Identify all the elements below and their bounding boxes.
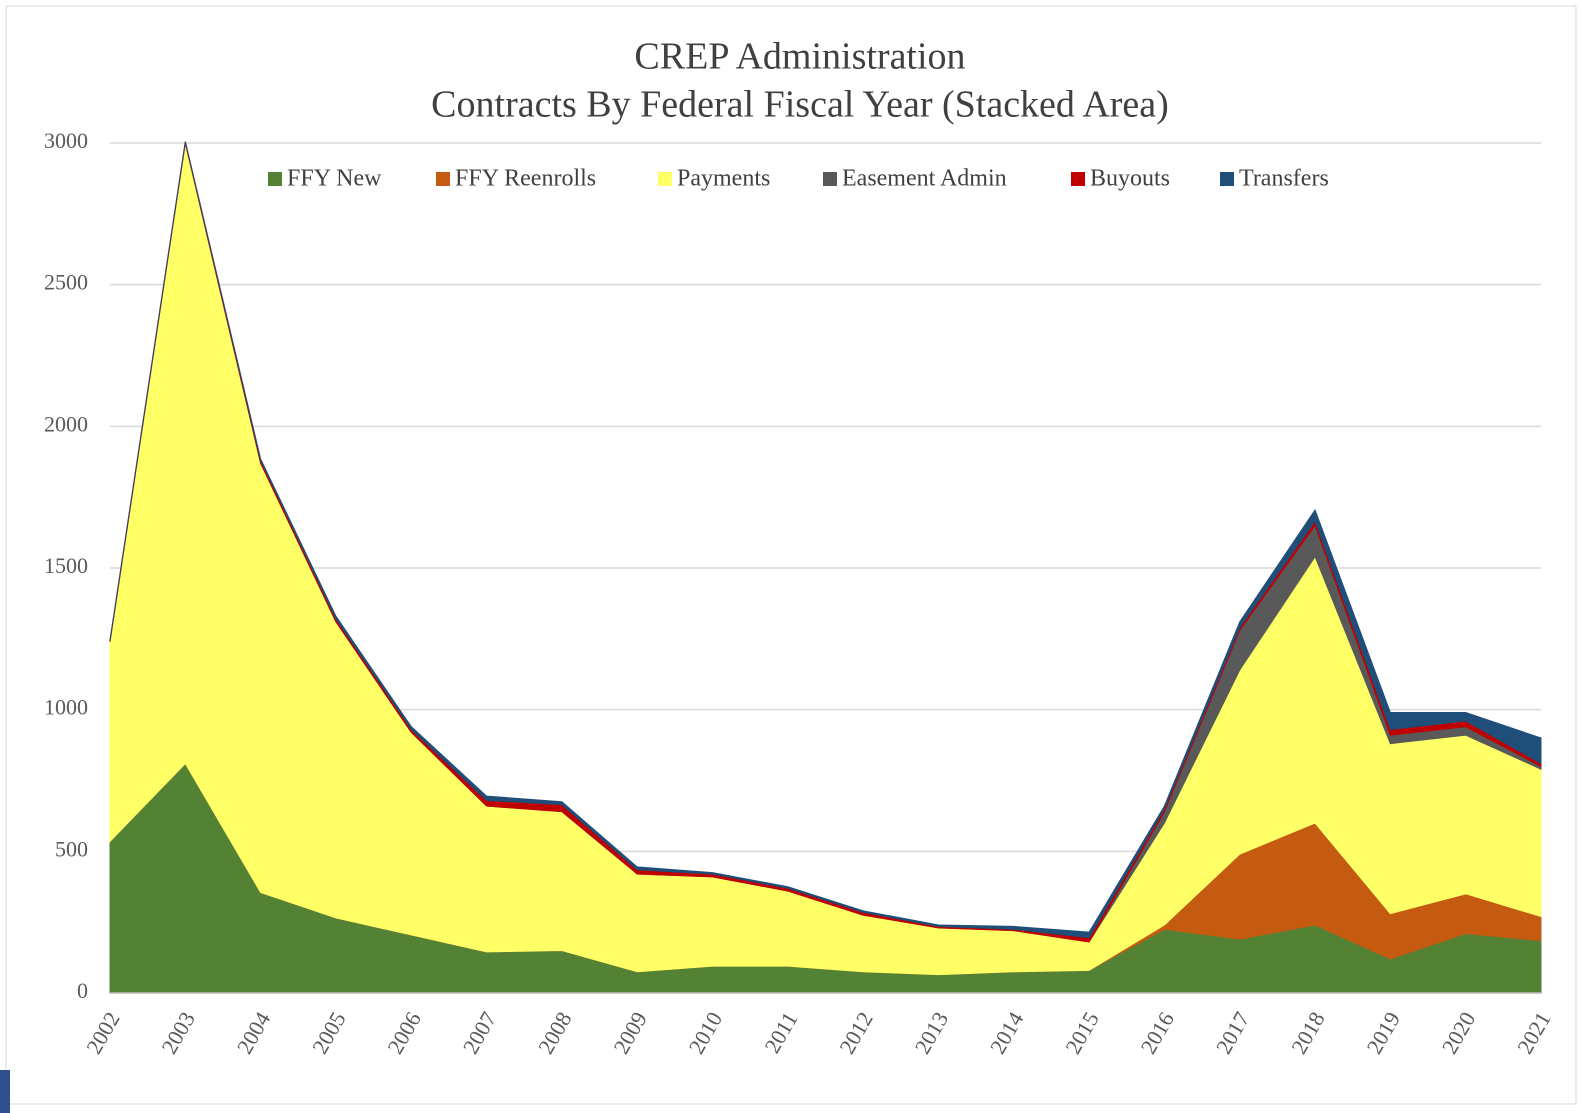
- legend-label: FFY Reenrolls: [455, 166, 596, 192]
- y-tick-label: 1500: [44, 553, 88, 578]
- legend-swatch: [1071, 172, 1085, 186]
- y-tick-label: 0: [77, 978, 88, 1003]
- legend-label: Buyouts: [1090, 166, 1170, 192]
- area: [109, 141, 1542, 939]
- legend-label: Transfers: [1239, 166, 1329, 192]
- y-tick-label: 2000: [44, 411, 88, 436]
- legend-swatch: [1220, 172, 1234, 186]
- legend-label: FFY New: [287, 166, 382, 192]
- y-tick-label: 2500: [44, 270, 88, 295]
- legend-label: Easement Admin: [842, 166, 1007, 192]
- y-tick-label: 500: [55, 836, 88, 861]
- chart-subtitle: Contracts By Federal Fiscal Year (Stacke…: [431, 84, 1169, 126]
- legend-label: Payments: [677, 166, 770, 192]
- legend-swatch: [658, 172, 672, 186]
- corner-decoration: [0, 1070, 10, 1113]
- y-tick-label: 1000: [44, 695, 88, 720]
- chart-title: CREP Administration: [634, 36, 965, 78]
- legend-swatch: [268, 172, 282, 186]
- y-tick-label: 3000: [44, 128, 88, 153]
- chart-border: [5, 5, 1577, 1105]
- legend-swatch: [436, 172, 450, 186]
- legend-swatch: [823, 172, 837, 186]
